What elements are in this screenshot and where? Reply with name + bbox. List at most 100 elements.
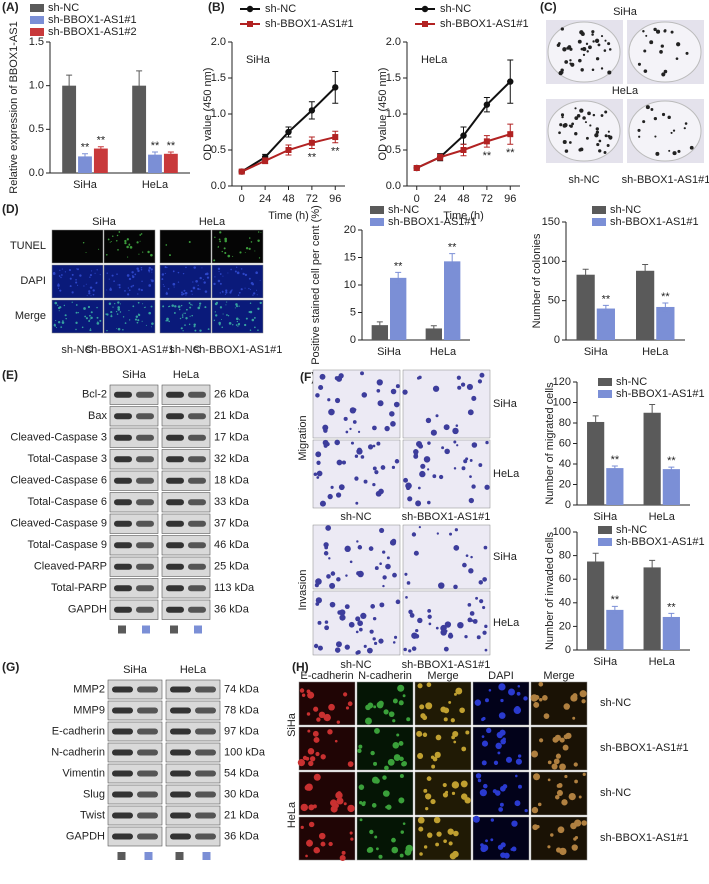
blot-strip	[109, 427, 159, 448]
cell-spot	[356, 650, 361, 655]
x-axis-title: Time (h)	[443, 210, 484, 222]
cell-spot	[79, 274, 82, 277]
colony	[672, 129, 676, 132]
significance-label: **	[448, 242, 457, 254]
group-key	[202, 852, 211, 860]
cell-spot	[452, 850, 459, 858]
band	[136, 477, 154, 484]
cell-spot	[390, 421, 396, 427]
legend-label: sh-BBOX1-AS1#2	[48, 26, 137, 38]
cell-spot	[355, 616, 361, 622]
panel-label: (D)	[2, 202, 19, 216]
cell-spot	[90, 316, 93, 320]
cell-spot	[399, 774, 404, 779]
bar	[148, 154, 162, 173]
cell-spot	[180, 304, 183, 307]
cell-spot	[515, 774, 518, 778]
cell-spot	[219, 231, 222, 234]
cell-spot	[75, 311, 78, 314]
cell-spot	[112, 235, 114, 238]
cell-spot	[570, 822, 577, 830]
cell-spot	[316, 470, 323, 477]
colony	[594, 38, 600, 43]
error-bar	[602, 304, 609, 313]
significance-label: **	[151, 140, 160, 152]
cell-spot	[323, 542, 329, 548]
band	[112, 833, 133, 840]
colony	[667, 115, 671, 120]
band	[166, 542, 184, 549]
x-tick-label: 24	[434, 193, 446, 205]
data-point	[483, 138, 490, 145]
cell-spot	[327, 729, 333, 735]
data-point	[308, 107, 316, 114]
micrograph	[159, 229, 212, 264]
cell-spot	[371, 803, 377, 808]
cell-spot	[189, 306, 192, 309]
cell-spot	[325, 525, 332, 531]
band	[195, 728, 216, 735]
chart-subtitle: HeLa	[421, 54, 448, 66]
x-tick-label: HeLa	[642, 346, 669, 358]
band	[188, 413, 206, 420]
y-tick-label: 100	[553, 396, 571, 408]
cell-spot	[335, 641, 342, 648]
cell-spot	[55, 319, 57, 322]
cell-spot	[59, 289, 62, 292]
cell-spot	[459, 707, 465, 714]
cell-spot	[162, 305, 165, 308]
bar	[444, 261, 461, 340]
error-bar	[136, 70, 143, 102]
cell-spot	[128, 243, 131, 246]
y-tick-label: 1.0	[211, 108, 226, 120]
cell-spot	[128, 289, 131, 291]
cell-spot	[221, 250, 223, 253]
assay-label: Invasion	[297, 570, 309, 611]
cell-spot	[108, 302, 112, 305]
cell-spot	[403, 477, 409, 483]
cell-spot	[430, 798, 436, 805]
protein-label: Vimentin	[62, 767, 105, 779]
cell-spot	[307, 729, 311, 733]
cell-spot	[206, 276, 210, 279]
cell-spot	[465, 730, 470, 735]
data-point	[483, 101, 491, 108]
cell-spot	[248, 287, 250, 290]
cell-spot	[222, 313, 224, 315]
cell-spot	[148, 266, 151, 270]
cell-spot	[245, 317, 248, 320]
cell-spot	[305, 783, 313, 791]
cell-spot	[363, 479, 368, 484]
cell-spot	[236, 271, 240, 275]
colony	[558, 131, 561, 135]
blot-strip	[107, 679, 163, 700]
cell-spot	[426, 682, 432, 688]
significance-label: **	[81, 142, 90, 154]
bar	[587, 421, 605, 505]
cell-spot	[128, 277, 132, 281]
cell-spot	[131, 271, 134, 274]
band	[114, 520, 132, 527]
cell-spot	[457, 385, 462, 390]
colony	[582, 116, 586, 120]
panel-label: (G)	[2, 660, 19, 674]
cell-spot	[116, 273, 118, 275]
cell-spot	[184, 291, 188, 295]
bar	[163, 153, 178, 173]
colony	[571, 122, 575, 126]
cell-spot	[225, 291, 228, 294]
cell-spot	[409, 613, 415, 618]
cell-spot	[350, 837, 354, 841]
cell-spot	[135, 315, 139, 318]
cell-spot	[352, 420, 357, 424]
cell-spot	[516, 691, 521, 696]
cell-spot	[500, 852, 506, 859]
cell-spot	[416, 730, 423, 737]
cell-spot	[98, 248, 100, 250]
cell-spot	[328, 557, 331, 560]
cell-spot	[188, 240, 191, 244]
cell-spot	[539, 698, 543, 702]
cell-spot	[426, 776, 432, 781]
cell-spot	[57, 321, 61, 324]
blot-strip	[107, 784, 163, 805]
